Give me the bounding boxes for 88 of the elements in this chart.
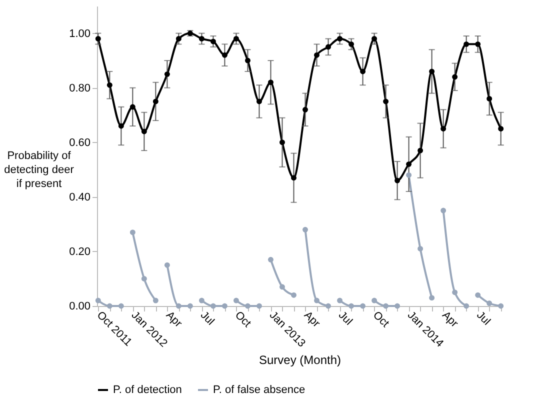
point <box>348 303 354 309</box>
point <box>118 123 124 129</box>
point <box>280 284 285 290</box>
point <box>210 38 216 44</box>
point <box>498 303 504 309</box>
point <box>164 71 170 77</box>
point <box>440 126 446 132</box>
point <box>268 80 274 86</box>
point <box>383 98 389 104</box>
point <box>452 290 458 296</box>
point <box>198 36 204 42</box>
point <box>176 303 182 309</box>
point <box>233 36 239 42</box>
point <box>106 82 112 88</box>
point <box>244 58 250 64</box>
point <box>383 303 389 309</box>
point <box>464 303 470 309</box>
point <box>256 303 262 309</box>
point <box>95 298 101 304</box>
x-tick-label: Oct <box>232 309 254 330</box>
point <box>141 276 147 282</box>
point <box>280 140 285 146</box>
point <box>314 298 320 304</box>
point <box>268 256 274 262</box>
point <box>475 292 481 298</box>
point <box>302 226 308 232</box>
point <box>372 298 378 304</box>
x-tick-label: Apr <box>302 309 322 330</box>
y-tick-label: 1.00 <box>69 28 90 40</box>
point <box>360 303 366 309</box>
point <box>222 303 228 309</box>
point <box>337 36 343 42</box>
point <box>302 106 308 112</box>
point <box>394 303 400 309</box>
point <box>326 303 332 309</box>
x-axis-title: Survey (Month) <box>258 353 342 368</box>
point <box>418 148 424 154</box>
point <box>222 52 228 58</box>
x-tick-label: Jul <box>336 309 354 328</box>
y-tick-label: 0.40 <box>69 191 90 204</box>
x-tick-label: Jul <box>474 309 493 328</box>
point <box>406 172 412 178</box>
point <box>210 303 216 309</box>
point <box>256 98 262 104</box>
point <box>244 303 250 309</box>
point <box>429 68 435 74</box>
point <box>130 104 136 110</box>
y-axis-title: Probability of detecting deer if present <box>4 150 74 190</box>
point <box>164 262 170 268</box>
point <box>475 41 481 47</box>
legend-label: P. of detection <box>113 384 182 396</box>
point <box>130 230 136 236</box>
point <box>291 292 296 298</box>
point <box>452 74 458 80</box>
legend-label: P. of false absence <box>213 384 306 396</box>
point <box>360 68 366 74</box>
y-tick-label: 0.00 <box>69 300 90 312</box>
point <box>418 246 424 252</box>
point <box>176 36 182 42</box>
point <box>106 303 112 309</box>
x-tick-label: Apr <box>440 309 460 330</box>
point <box>486 96 492 102</box>
y-tick-label: 0.60 <box>69 136 90 149</box>
point <box>291 175 296 181</box>
point <box>198 298 204 304</box>
x-tick-label: Oct <box>370 309 392 330</box>
point <box>152 98 158 104</box>
x-tick-label: Apr <box>163 309 184 330</box>
point <box>498 126 504 132</box>
point <box>152 298 158 304</box>
point <box>141 128 147 134</box>
x-tick-label: Jul <box>198 309 216 328</box>
point <box>464 41 470 47</box>
point <box>233 298 239 304</box>
point <box>118 303 124 309</box>
point <box>440 208 446 214</box>
point <box>406 161 412 167</box>
y-tick-label: 0.80 <box>69 82 90 94</box>
point <box>394 178 400 184</box>
point <box>314 52 320 58</box>
point <box>429 295 435 301</box>
point <box>95 36 101 42</box>
point <box>337 298 343 304</box>
point <box>326 44 332 50</box>
point <box>372 36 378 42</box>
point <box>348 41 354 47</box>
point <box>187 303 193 309</box>
y-tick-label: 0.20 <box>69 246 90 258</box>
